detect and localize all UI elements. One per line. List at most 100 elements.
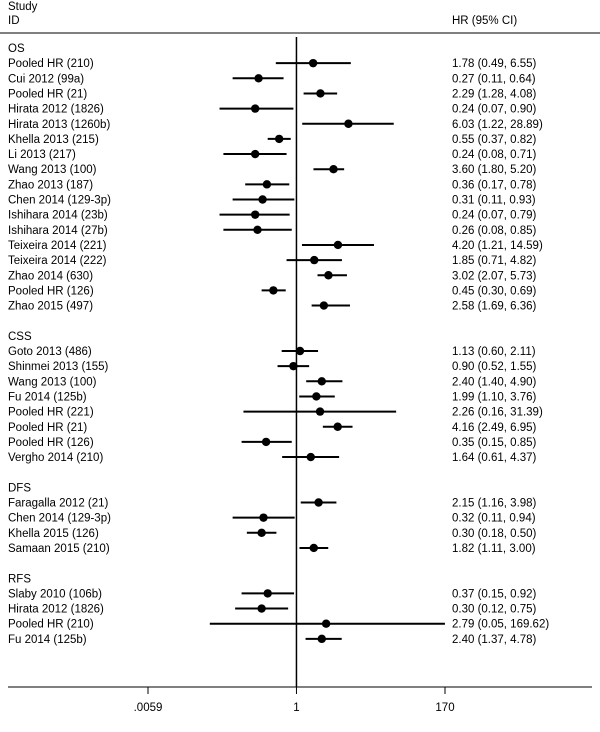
- hr-ci-label: 6.03 (1.22, 28.89): [452, 119, 543, 131]
- study-label: Shinmei 2013 (155): [8, 361, 109, 373]
- hr-point: [274, 134, 284, 144]
- hr-ci-label: 1.64 (0.61, 4.37): [452, 452, 537, 464]
- hr-ci-label: 0.24 (0.08, 0.71): [452, 149, 537, 161]
- study-label: Ishihara 2014 (23b): [8, 210, 108, 222]
- hr-point: [333, 240, 343, 250]
- hr-ci-label: 4.16 (2.49, 6.95): [452, 422, 537, 434]
- hr-ci-label: 1.78 (0.49, 6.55): [452, 58, 537, 70]
- study-label: Pooled HR (126): [8, 285, 94, 297]
- hr-ci-label: 2.26 (0.16, 31.39): [452, 407, 543, 419]
- hr-point: [312, 392, 321, 401]
- hr-point: [261, 437, 271, 447]
- study-label: Pooled HR (221): [8, 407, 94, 419]
- study-label: Chen 2014 (129-3p): [8, 195, 111, 207]
- study-label: Zhao 2015 (497): [8, 301, 93, 313]
- x-tick-label: 1: [293, 702, 299, 714]
- study-label: Khella 2013 (215): [8, 134, 99, 146]
- hr-point: [263, 589, 272, 598]
- study-label: Pooled HR (210): [8, 619, 94, 631]
- hr-ci-label: 0.32 (0.11, 0.94): [452, 513, 536, 525]
- hr-ci-label: 0.45 (0.30, 0.69): [452, 285, 537, 297]
- study-label: Teixeira 2014 (222): [8, 255, 107, 267]
- hr-ci-label: 2.29 (1.28, 4.08): [452, 88, 537, 100]
- hr-point: [254, 74, 263, 83]
- hr-point: [314, 498, 323, 507]
- effect-header: HR (95% CI): [452, 15, 517, 27]
- hr-ci-label: 0.31 (0.11, 0.93): [452, 195, 536, 207]
- study-label: Wang 2013 (100): [8, 164, 97, 176]
- hr-ci-label: 3.02 (2.07, 5.73): [452, 270, 537, 282]
- hr-point: [257, 528, 266, 537]
- study-label: Fu 2014 (125b): [8, 391, 87, 403]
- hr-point: [310, 255, 319, 265]
- hr-ci-label: 0.37 (0.15, 0.92): [452, 588, 537, 600]
- hr-ci-label: 2.40 (1.37, 4.78): [452, 634, 537, 646]
- study-label: Pooled HR (210): [8, 58, 94, 70]
- study-label: Ishihara 2014 (27b): [8, 225, 108, 237]
- hr-point: [306, 452, 315, 462]
- hr-ci-label: 0.24 (0.07, 0.79): [452, 210, 537, 222]
- study-label: Li 2013 (217): [8, 149, 76, 161]
- hr-ci-label: 2.79 (0.05, 169.62): [452, 619, 549, 631]
- hr-ci-label: 1.82 (1.11, 3.00): [452, 543, 536, 555]
- study-label: Fu 2014 (125b): [8, 634, 87, 646]
- study-label: Hirata 2012 (1826): [8, 104, 104, 116]
- study-label: Khella 2015 (126): [8, 528, 99, 540]
- hr-point: [250, 104, 260, 113]
- hr-ci-label: 4.20 (1.21, 14.59): [452, 240, 543, 252]
- hr-ci-label: 0.26 (0.08, 0.85): [452, 225, 537, 237]
- rows-layer: OS Pooled HR (210) 1.78 (0.49, 6.55) Cui 20…: [8, 37, 549, 687]
- hr-ci-label: 0.36 (0.17, 0.78): [452, 179, 537, 191]
- hr-point: [258, 195, 267, 204]
- study-label: Goto 2013 (486): [8, 346, 92, 358]
- hr-point: [269, 286, 278, 295]
- study-label: Cui 2012 (99a): [8, 73, 84, 85]
- hr-point: [262, 180, 272, 189]
- study-label: Pooled HR (21): [8, 88, 87, 100]
- hr-point: [295, 346, 305, 356]
- hr-point: [321, 619, 331, 628]
- hr-point: [253, 225, 262, 234]
- hr-point: [309, 543, 318, 553]
- x-tick-label: 170: [435, 702, 454, 714]
- hr-ci-label: 2.15 (1.16, 3.98): [452, 498, 537, 510]
- hr-ci-label: 1.13 (0.60, 2.11): [452, 346, 536, 358]
- hr-point: [316, 89, 325, 98]
- hr-point: [259, 513, 268, 522]
- study-label: Slaby 2010 (106b): [8, 588, 102, 600]
- hr-ci-label: 2.40 (1.40, 4.90): [452, 376, 537, 388]
- hr-ci-label: 0.30 (0.12, 0.75): [452, 604, 537, 616]
- hr-ci-label: 0.90 (0.52, 1.55): [452, 361, 537, 373]
- hr-point: [308, 58, 318, 68]
- hr-point: [317, 377, 326, 386]
- hr-point: [317, 634, 326, 644]
- hr-point: [319, 301, 329, 310]
- study-label: Pooled HR (126): [8, 437, 94, 449]
- group-label-css: CSS: [8, 331, 32, 343]
- hr-ci-label: 3.60 (1.80, 5.20): [452, 164, 537, 176]
- hr-point: [333, 422, 342, 431]
- hr-point: [315, 407, 325, 416]
- hr-ci-label: 0.55 (0.37, 0.82): [452, 134, 537, 146]
- study-label: Pooled HR (21): [8, 422, 87, 434]
- id-header: ID: [8, 15, 20, 27]
- study-label: Chen 2014 (129-3p): [8, 513, 111, 525]
- hr-point: [344, 119, 353, 128]
- study-label: Faragalla 2012 (21): [8, 498, 109, 510]
- group-label-os: OS: [8, 43, 25, 55]
- study-label: Vergho 2014 (210): [8, 452, 103, 464]
- hr-ci-label: 1.85 (0.71, 4.82): [452, 255, 537, 267]
- hr-point: [250, 149, 260, 159]
- study-label: Samaan 2015 (210): [8, 543, 110, 555]
- study-label: Zhao 2014 (630): [8, 270, 93, 282]
- x-axis: .0059 1 170: [134, 687, 455, 714]
- study-header: Study: [8, 1, 38, 13]
- study-label: Teixeira 2014 (221): [8, 240, 107, 252]
- hr-ci-label: 2.58 (1.69, 6.36): [452, 301, 537, 313]
- group-label-rfs: RFS: [8, 573, 31, 585]
- hr-ci-label: 0.30 (0.18, 0.50): [452, 528, 537, 540]
- x-tick-label: .0059: [134, 702, 163, 714]
- study-label: Hirata 2013 (1260b): [8, 119, 110, 131]
- study-label: Hirata 2012 (1826): [8, 604, 104, 616]
